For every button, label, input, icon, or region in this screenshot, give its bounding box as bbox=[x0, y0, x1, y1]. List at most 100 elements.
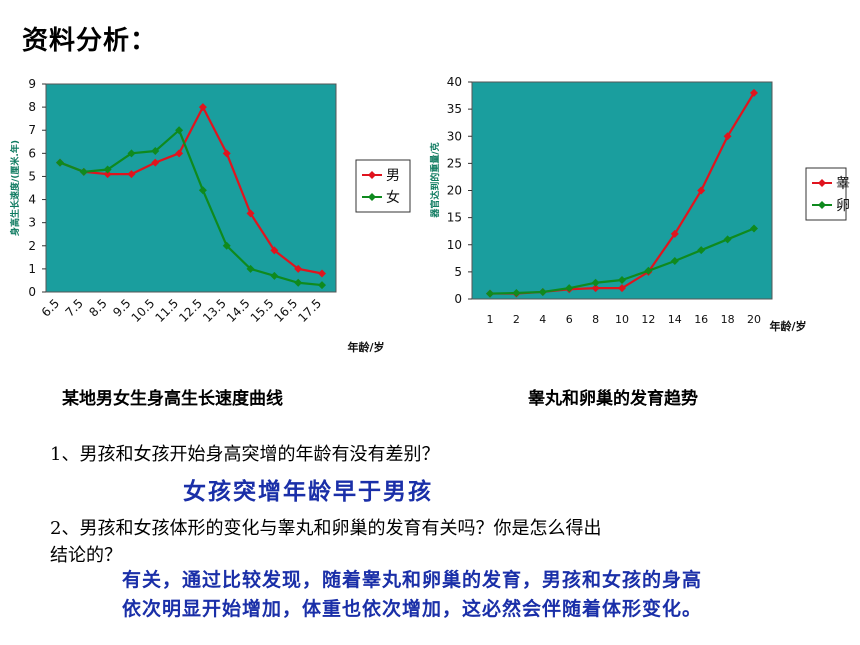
series-line-2 bbox=[59, 128, 323, 287]
y-tick-label: 15 bbox=[447, 211, 462, 225]
x-tick-label: 11.5 bbox=[152, 296, 181, 325]
y-tick-label: 7 bbox=[28, 123, 36, 137]
series-point-1 bbox=[591, 284, 600, 293]
legend-marker bbox=[818, 179, 826, 187]
legend-box bbox=[805, 167, 847, 221]
series-point-2 bbox=[103, 165, 112, 174]
x-tick-label: 15.5 bbox=[248, 296, 277, 325]
series-point-2 bbox=[750, 224, 758, 233]
x-tick-label: 16.5 bbox=[272, 296, 301, 325]
x-axis-label: 年龄/岁 bbox=[347, 340, 384, 354]
page-title: 资料分析： bbox=[22, 26, 158, 56]
y-tick-label: 0 bbox=[454, 292, 462, 306]
series-point-1 bbox=[127, 170, 136, 179]
legend-marker bbox=[818, 201, 826, 209]
series-point-1 bbox=[151, 158, 160, 167]
x-tick-label: 6 bbox=[566, 313, 573, 326]
series-point-2 bbox=[79, 167, 88, 176]
legend-marker bbox=[368, 193, 376, 201]
y-tick-label: 5 bbox=[28, 169, 36, 183]
x-tick-label: 18 bbox=[721, 313, 735, 326]
series-point-2 bbox=[697, 246, 706, 255]
series-point-2 bbox=[222, 241, 231, 250]
series-point-2 bbox=[294, 278, 303, 287]
series-point-1 bbox=[294, 264, 303, 273]
series-point-2 bbox=[670, 257, 679, 266]
question-2-line1: 2、男孩和女孩体形的变化与睾丸和卵巢的发育有关吗？你是怎么得出 bbox=[50, 518, 602, 539]
caption-organ-chart: 睾丸和卵巢的发育趋势 bbox=[528, 389, 698, 409]
series-point-2 bbox=[246, 264, 255, 273]
x-tick-label: 10 bbox=[615, 313, 629, 326]
y-tick-label: 4 bbox=[28, 193, 36, 207]
series-point-1 bbox=[198, 103, 207, 112]
series-point-2 bbox=[56, 158, 64, 167]
x-tick-label: 10.5 bbox=[129, 296, 158, 325]
legend-label: 卵巢 bbox=[836, 198, 850, 214]
y-tick-label: 9 bbox=[28, 77, 36, 91]
y-tick-label: 35 bbox=[447, 102, 462, 116]
plot-area bbox=[471, 81, 773, 300]
x-tick-label: 12.5 bbox=[176, 296, 205, 325]
x-tick-label: 6.5 bbox=[39, 296, 62, 319]
y-axis-label: 器官达到的重量/克 bbox=[429, 142, 441, 218]
legend-box bbox=[355, 159, 411, 213]
legend-label: 女 bbox=[386, 189, 400, 206]
series-point-1 bbox=[697, 186, 706, 195]
series-point-2 bbox=[723, 235, 732, 244]
series-point-1 bbox=[103, 170, 112, 179]
y-tick-label: 3 bbox=[28, 216, 36, 230]
y-tick-label: 40 bbox=[447, 75, 462, 89]
series-point-2 bbox=[565, 284, 574, 293]
x-tick-label: 7.5 bbox=[63, 296, 86, 319]
series-point-1 bbox=[723, 132, 732, 141]
y-axis-label: 身高生长速度/(厘米.年) bbox=[9, 140, 21, 236]
series-point-2 bbox=[318, 281, 326, 290]
x-axis-label: 年龄/岁 bbox=[769, 319, 806, 333]
x-tick-label: 2 bbox=[513, 313, 520, 326]
series-point-1 bbox=[246, 209, 255, 218]
series-point-2 bbox=[175, 126, 184, 135]
x-tick-label: 17.5 bbox=[295, 296, 324, 325]
y-tick-label: 30 bbox=[447, 129, 462, 143]
x-tick-label: 20 bbox=[747, 313, 761, 326]
y-tick-label: 8 bbox=[28, 100, 36, 114]
series-line-1 bbox=[59, 104, 323, 275]
x-tick-label: 8.5 bbox=[86, 296, 109, 319]
series-point-1 bbox=[318, 269, 326, 278]
x-tick-label: 14.5 bbox=[224, 296, 253, 325]
x-tick-label: 4 bbox=[539, 313, 546, 326]
series-point-2 bbox=[618, 276, 626, 285]
series-point-1 bbox=[670, 229, 679, 238]
x-tick-label: 16 bbox=[694, 313, 708, 326]
series-point-2 bbox=[644, 266, 653, 275]
series-point-2 bbox=[512, 289, 521, 298]
x-tick-label: 8 bbox=[592, 313, 599, 326]
series-point-1 bbox=[270, 246, 279, 255]
series-point-2 bbox=[591, 278, 600, 287]
y-tick-label: 5 bbox=[454, 265, 462, 279]
x-tick-label: 1 bbox=[487, 313, 494, 326]
y-tick-label: 6 bbox=[28, 146, 36, 160]
y-tick-label: 10 bbox=[447, 238, 462, 252]
x-tick-label: 13.5 bbox=[200, 296, 229, 325]
question-1: 1、男孩和女孩开始身高突增的年龄有没有差别？ bbox=[50, 444, 440, 465]
series-point-2 bbox=[127, 149, 136, 158]
legend-label: 男 bbox=[386, 168, 400, 184]
series-point-1 bbox=[750, 88, 758, 97]
answer-2-line1: 有关，通过比较发现，随着睾丸和卵巢的发育，男孩和女孩的身高 bbox=[122, 569, 703, 591]
question-2-line2: 结论的？ bbox=[50, 545, 122, 566]
answer-2-line2: 依次明显开始增加，体重也依次增加，这必然会伴随着体形变化。 bbox=[122, 598, 703, 620]
y-tick-label: 1 bbox=[28, 262, 36, 276]
x-tick-label: 12 bbox=[641, 313, 655, 326]
series-point-2 bbox=[486, 289, 494, 298]
legend-marker bbox=[368, 171, 376, 179]
answer-1: 女孩突增年龄早于男孩 bbox=[183, 478, 433, 505]
y-tick-label: 2 bbox=[28, 239, 36, 253]
y-tick-label: 25 bbox=[447, 156, 462, 170]
y-tick-label: 20 bbox=[447, 184, 462, 198]
y-tick-label: 0 bbox=[28, 285, 36, 299]
x-tick-label: 14 bbox=[668, 313, 682, 326]
series-point-1 bbox=[222, 149, 231, 158]
